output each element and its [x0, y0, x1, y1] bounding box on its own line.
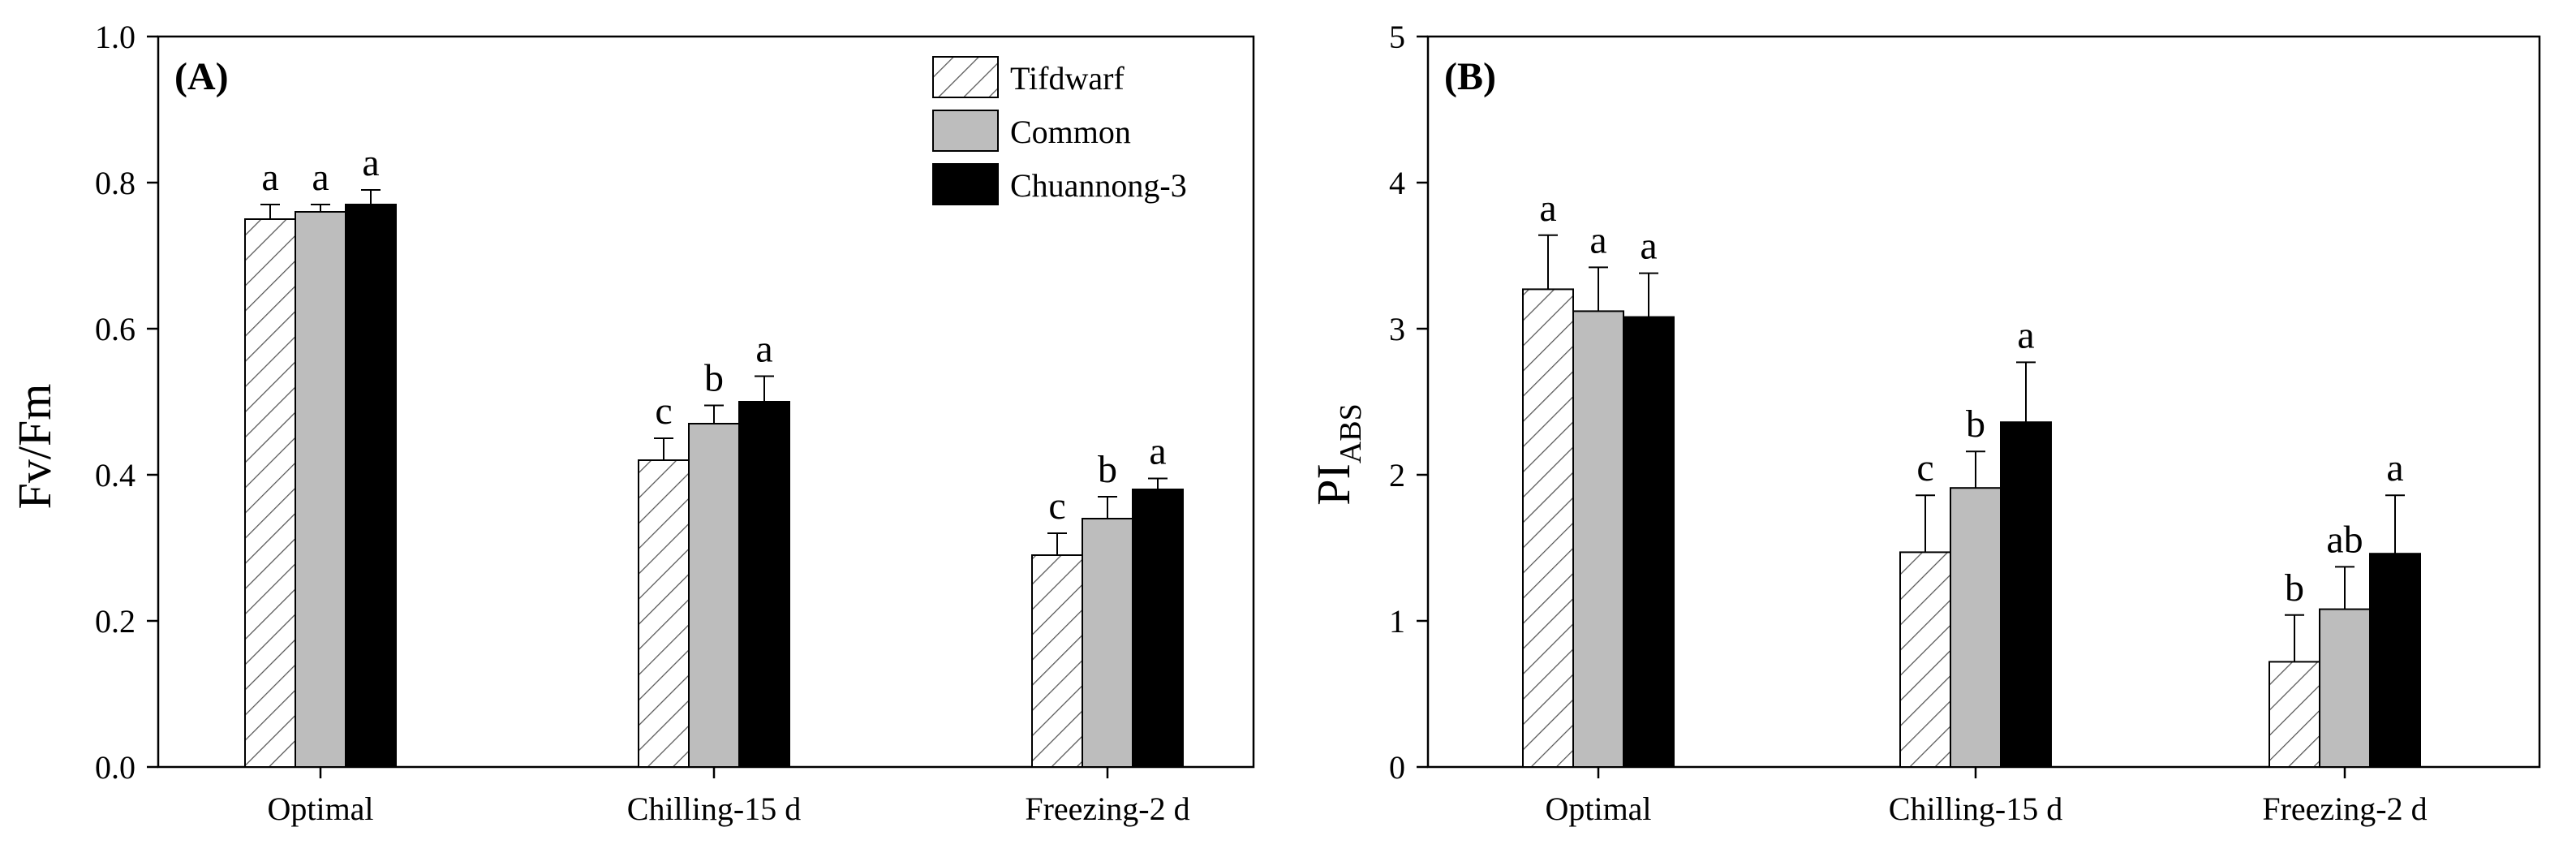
panel-a-bar-common-chilling-15-d	[688, 423, 740, 768]
panel-b-sig-letter-chuannong-3-optimal: a	[1640, 225, 1657, 268]
panel-a-y-tick-label: 0.0	[95, 749, 135, 786]
panel-b-sig-letter-tifdwarf-freezing-2-d: b	[2285, 567, 2304, 610]
panel-a-bar-chuannong-3-chilling-15-d	[738, 401, 790, 768]
panel-a-sig-letter-tifdwarf-freezing-2-d: c	[1048, 485, 1065, 528]
panel-b-y-tick-label: 5	[1389, 19, 1405, 55]
panel-a-sig-letter-tifdwarf-optimal: a	[261, 156, 278, 199]
panel-b-sig-letter-common-chilling-15-d: b	[1966, 403, 1985, 446]
panel-b-y-tick-label: 4	[1389, 165, 1405, 201]
panel-b-sig-letter-common-optimal: a	[1589, 218, 1606, 261]
panel-a-y-tick-label: 0.4	[95, 457, 135, 493]
panel-b-y-tick-label: 3	[1389, 311, 1405, 347]
panel-b-bar-tifdwarf-chilling-15-d	[1899, 551, 1951, 769]
panel-b-sig-letter-chuannong-3-chilling-15-d: a	[2017, 313, 2034, 356]
panel-a-y-tick-label: 0.2	[95, 603, 135, 640]
panel-a-bar-tifdwarf-freezing-2-d	[1031, 554, 1083, 768]
panel-b-sig-letter-chuannong-3-freezing-2-d: a	[2386, 446, 2403, 489]
panel-a-x-label-optimal: Optimal	[267, 791, 373, 827]
panel-b-bar-tifdwarf-freezing-2-d	[2269, 661, 2320, 769]
legend-swatch-tifdwarf	[932, 56, 999, 98]
panel-a-bar-chuannong-3-optimal	[345, 204, 397, 768]
panel-a-sig-letter-chuannong-3-optimal: a	[362, 141, 379, 184]
panel-a-x-label-chilling-15-d: Chilling-15 d	[627, 791, 801, 827]
legend-label-chuannong-3: Chuannong-3	[1010, 167, 1187, 204]
panel-a-bar-tifdwarf-optimal	[244, 218, 296, 768]
panel-b-y-tick-label: 1	[1389, 603, 1405, 640]
panel-a-y-title: Fv/Fm	[8, 384, 61, 510]
panel-a-sig-letter-tifdwarf-chilling-15-d: c	[655, 390, 672, 433]
panel-b-sig-letter-tifdwarf-optimal: a	[1539, 187, 1556, 230]
panel-a-x-label-freezing-2-d: Freezing-2 d	[1025, 791, 1189, 827]
panel-a-bar-common-optimal	[295, 211, 346, 768]
legend: Tifdwarf Common Chuannong-3	[932, 56, 1187, 205]
panel-a-y-tick-label: 0.8	[95, 165, 135, 201]
panel-b-y-title-sub: ABS	[1334, 403, 1368, 463]
panel-b-x-label-freezing-2-d: Freezing-2 d	[2262, 791, 2427, 827]
panel-a-bar-chuannong-3-freezing-2-d	[1132, 489, 1184, 768]
panel-b-bar-common-optimal	[1572, 310, 1624, 768]
panel-b-y-title-main: PI	[1307, 463, 1360, 506]
panel-b-x-label-chilling-15-d: Chilling-15 d	[1889, 791, 2062, 827]
panel-b-bar-chuannong-3-optimal	[1623, 316, 1675, 769]
legend-label-common: Common	[1010, 114, 1131, 150]
panel-b-label: (B)	[1444, 55, 1496, 98]
panel-b-x-label-optimal: Optimal	[1545, 791, 1651, 827]
panel-b-bar-tifdwarf-optimal	[1522, 288, 1574, 768]
panel-a-bar-common-freezing-2-d	[1082, 518, 1133, 768]
panel-b-sig-letter-tifdwarf-chilling-15-d: c	[1916, 446, 1933, 489]
panel-b-sig-letter-common-freezing-2-d: ab	[2326, 518, 2363, 561]
legend-swatch-common	[932, 110, 999, 152]
legend-label-tifdwarf: Tifdwarf	[1010, 60, 1125, 97]
panel-b-y-tick-label: 2	[1389, 457, 1405, 493]
panel-a-sig-letter-common-optimal: a	[312, 156, 329, 199]
panel-b-bar-chuannong-3-chilling-15-d	[2000, 421, 2052, 768]
panel-b-bar-chuannong-3-freezing-2-d	[2369, 553, 2421, 768]
panel-a-sig-letter-chuannong-3-chilling-15-d: a	[755, 328, 772, 371]
panel-a-label: (A)	[174, 55, 229, 98]
panel-a-y-tick-label: 1.0	[95, 19, 135, 55]
panel-a-y-tick-label: 0.6	[95, 311, 135, 347]
panel-b-y-title: PIABS	[1307, 403, 1368, 506]
panel-b-bar-common-chilling-15-d	[1950, 487, 2002, 768]
panel-a-sig-letter-common-chilling-15-d: b	[704, 357, 724, 400]
panel-b-bar-common-freezing-2-d	[2319, 608, 2371, 768]
legend-swatch-chuannong-3	[932, 163, 999, 205]
panel-a-sig-letter-common-freezing-2-d: b	[1098, 448, 1117, 491]
panel-a-sig-letter-chuannong-3-freezing-2-d: a	[1149, 430, 1166, 473]
panel-a-bar-tifdwarf-chilling-15-d	[638, 459, 690, 768]
panel-b-y-tick-label: 0	[1389, 749, 1405, 786]
